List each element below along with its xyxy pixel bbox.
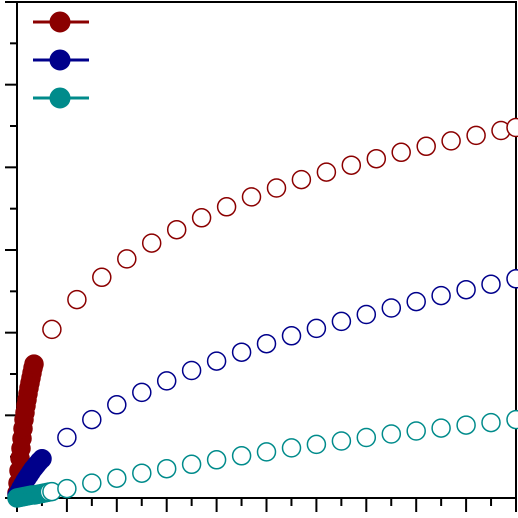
data-point [256,442,277,462]
data-point [92,267,112,288]
data-point [206,450,227,470]
legend-marker [49,49,71,71]
data-point [356,427,377,448]
data-point [431,285,451,306]
data-point [32,449,52,469]
data-point [82,473,102,493]
series-1 [7,117,518,503]
data-point [341,155,362,175]
data-point [356,304,377,325]
data-point [406,291,426,312]
legend-marker [49,87,71,109]
data-point [117,249,137,269]
data-point [141,233,162,253]
data-point [506,409,518,430]
data-point [231,342,252,362]
data-point [181,360,202,381]
data-point [306,434,327,455]
data-point [191,208,212,228]
data-point [281,438,302,458]
data-point [67,289,87,310]
data-point [206,351,227,371]
data-point [506,269,518,289]
data-point [331,431,352,451]
data-point [57,427,77,448]
data-point [481,412,501,433]
data-point [366,148,387,169]
x-axis-ticks [16,498,517,512]
data-point [107,395,127,415]
data-point [82,409,102,430]
series-2 [7,269,518,506]
data-point [456,279,476,300]
data-point [132,382,152,403]
data-point [281,326,302,346]
data-point [456,415,476,435]
data-point [466,125,486,146]
legend-item-3 [33,87,89,109]
legend-item-2 [33,49,89,71]
legend [33,11,89,109]
data-point [431,418,451,438]
legend-marker [49,11,71,33]
series-layer [7,117,518,508]
data-point [107,468,127,488]
data-point [132,463,152,483]
data-point [42,319,62,340]
data-point [441,131,461,151]
data-point [381,298,402,318]
data-point [481,274,501,294]
data-point [166,219,187,240]
data-point [391,142,411,163]
data-point [181,454,202,475]
data-point [331,311,352,332]
data-point [316,162,337,182]
data-point [291,169,312,190]
data-point [256,333,277,354]
data-point [156,371,177,391]
data-point [266,178,287,198]
data-point [381,424,402,444]
data-point [506,117,518,138]
data-point [216,197,237,217]
data-point [24,354,44,374]
data-point [406,421,426,441]
data-point [231,446,252,466]
data-point [156,458,177,479]
data-point [241,187,262,207]
series-3 [7,409,518,508]
data-point [57,478,77,499]
data-point [306,318,327,339]
legend-item-1 [33,11,89,33]
data-point [416,136,436,157]
